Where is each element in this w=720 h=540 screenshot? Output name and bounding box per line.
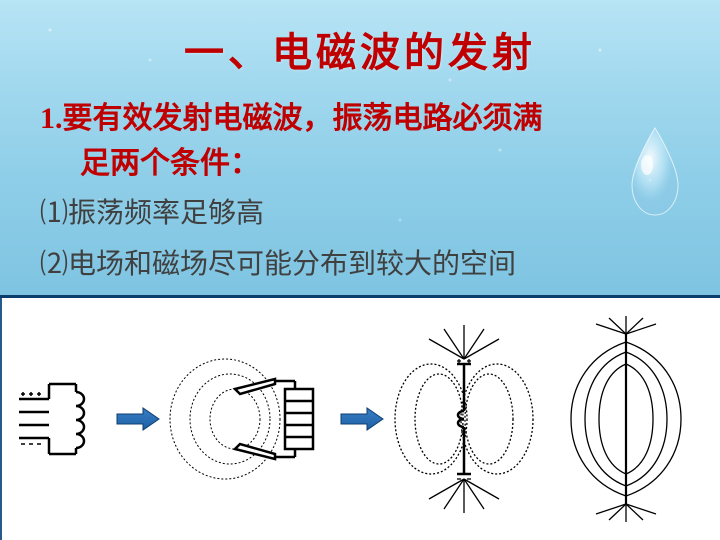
- diagram-lc-circuit: [11, 344, 111, 494]
- diagram-dipole-open: [541, 314, 711, 524]
- slide-title: 一、电磁波的发射: [40, 20, 680, 78]
- slide: 一、电磁波的发射 1.要有效发射电磁波，振荡电路必须满 足两个条件： ⑴振荡频率…: [0, 0, 720, 540]
- sub-point-2: ⑵电场和磁场尽可能分布到较大的空间: [40, 243, 680, 288]
- diagram-open-lc: [165, 334, 335, 504]
- diagram-region: [0, 298, 720, 540]
- sub-point-1: ⑴振荡频率足够高: [40, 192, 680, 237]
- text-region: 一、电磁波的发射 1.要有效发射电磁波，振荡电路必须满 足两个条件： ⑴振荡频率…: [0, 0, 720, 298]
- arrow-icon: [337, 405, 387, 433]
- diagram-dipole-short: [389, 319, 539, 519]
- point-1-lead: 1.要有效发射电磁波，振荡电路必须满 足两个条件：: [40, 96, 680, 186]
- point-1-line2: 足两个条件：: [40, 141, 260, 186]
- arrow-icon: [113, 405, 163, 433]
- point-1-line1: 1.要有效发射电磁波，振荡电路必须满: [40, 102, 543, 135]
